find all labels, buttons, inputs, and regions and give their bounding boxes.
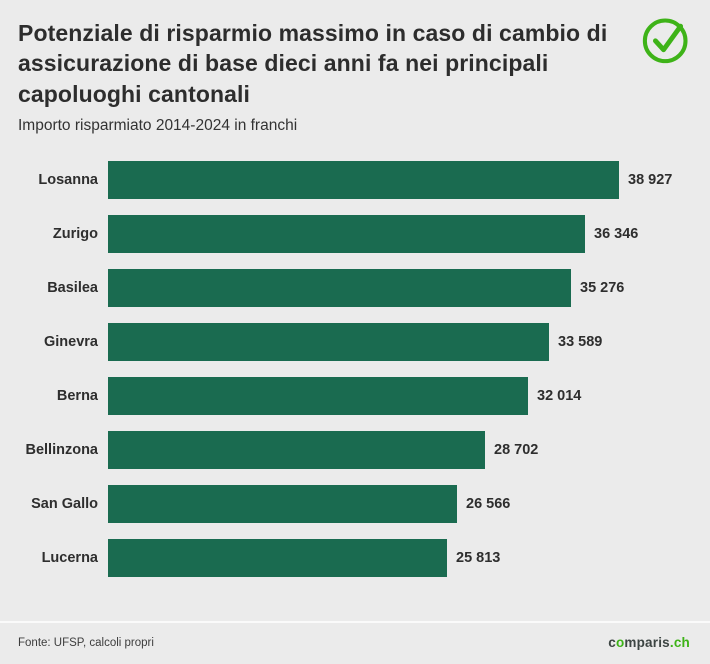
category-label: Berna (56, 388, 98, 405)
chart-title: Potenziale di risparmio massimo in caso … (18, 20, 608, 107)
chart-row: Ginevra 33 589 (16, 323, 710, 362)
value-label: 32 014 (537, 388, 582, 405)
category-label: Zurigo (52, 226, 98, 243)
bar (108, 323, 549, 362)
value-label: 28 702 (494, 442, 539, 459)
footer: Fonte: UFSP, calcoli propri comparis.ch (0, 621, 710, 664)
value-label: 38 927 (628, 172, 673, 189)
comparis-logo: comparis.ch (608, 635, 690, 650)
logo-o-mark: o (615, 635, 625, 650)
chart-row: Lucerna 25 813 (16, 539, 710, 578)
bar (108, 269, 571, 308)
chart-row: Losanna 38 927 (16, 161, 710, 200)
logo-tld: .ch (669, 635, 690, 650)
category-label: San Gallo (31, 496, 98, 513)
bar (108, 215, 585, 254)
value-label: 33 589 (558, 334, 603, 351)
chart-row: Bellinzona 28 702 (16, 431, 710, 470)
bar (108, 161, 619, 200)
chart-row: Zurigo 36 346 (16, 215, 710, 254)
chart-row: San Gallo 26 566 (16, 485, 710, 524)
value-label: 36 346 (594, 226, 639, 243)
bar (108, 485, 457, 524)
category-label: Basilea (47, 280, 98, 297)
category-label: Ginevra (44, 334, 98, 351)
logo-text: c (608, 635, 616, 650)
chart-header: Potenziale di risparmio massimo in caso … (0, 0, 710, 135)
chart-row: Basilea 35 276 (16, 269, 710, 308)
category-label: Lucerna (41, 550, 98, 567)
bar-chart: Losanna 38 927 Zurigo 36 346 Basilea 35 276 Gi… (0, 135, 710, 621)
chart-row: Berna 32 014 (16, 377, 710, 416)
source-text: Fonte: UFSP, calcoli propri (18, 636, 154, 649)
category-label: Bellinzona (25, 442, 98, 459)
logo-text: mparis (624, 635, 670, 650)
value-label: 35 276 (580, 280, 625, 297)
bar (108, 431, 485, 470)
bar (108, 539, 447, 578)
green-checkmark-icon (642, 18, 688, 64)
category-label: Losanna (38, 172, 98, 189)
value-label: 25 813 (456, 550, 501, 567)
value-label: 26 566 (466, 496, 511, 513)
bar (108, 377, 528, 416)
chart-subtitle: Importo risparmiato 2014-2024 in franchi (18, 117, 298, 135)
